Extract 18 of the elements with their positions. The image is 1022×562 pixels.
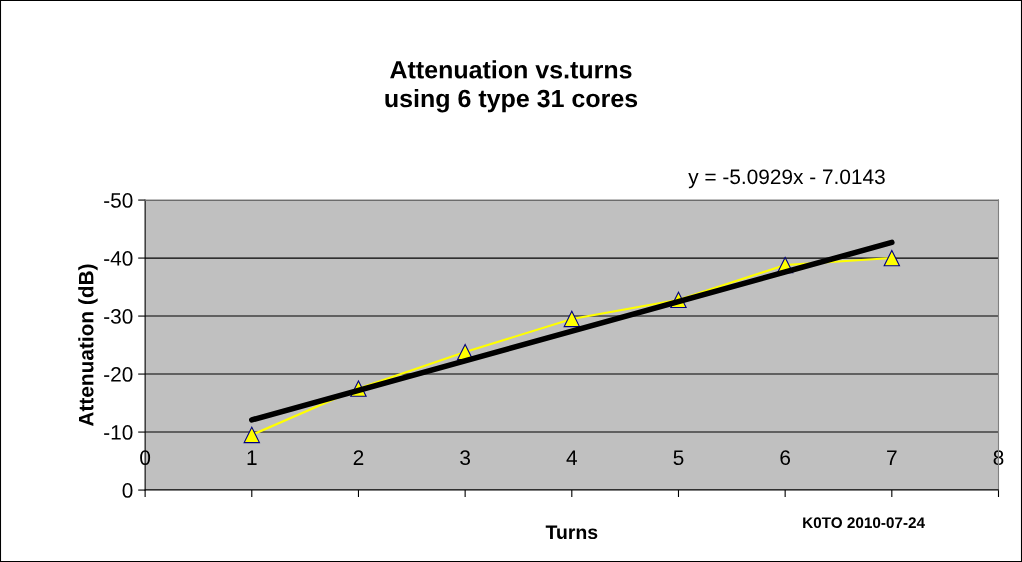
y-axis-title: Attenuation (dB) — [78, 264, 98, 427]
y-tick-label: -10 — [104, 425, 133, 440]
x-tick-label: 5 — [673, 450, 684, 466]
y-tick-label: -20 — [104, 367, 133, 382]
x-tick-label: 3 — [460, 450, 471, 466]
x-tick-label: 1 — [247, 450, 257, 465]
text: y = -5.0929x - 7.0143 — [688, 169, 885, 189]
y-tick-label: -50 — [104, 193, 133, 208]
y-tick-label: 0 — [122, 483, 133, 498]
chart-title: Attenuation vs.turns using 6 type 31 cores — [385, 60, 638, 113]
x-tick-label: 4 — [566, 450, 577, 465]
x-tick-label: 7 — [887, 450, 897, 465]
x-tick-label: 6 — [780, 450, 791, 466]
text: K0TO 2010-07-24 — [803, 517, 925, 529]
y-tick-label: -40 — [104, 251, 133, 266]
x-tick-label: 2 — [353, 450, 364, 465]
x-axis-title: Turns — [545, 525, 598, 540]
y-tick-label: -30 — [104, 309, 133, 324]
